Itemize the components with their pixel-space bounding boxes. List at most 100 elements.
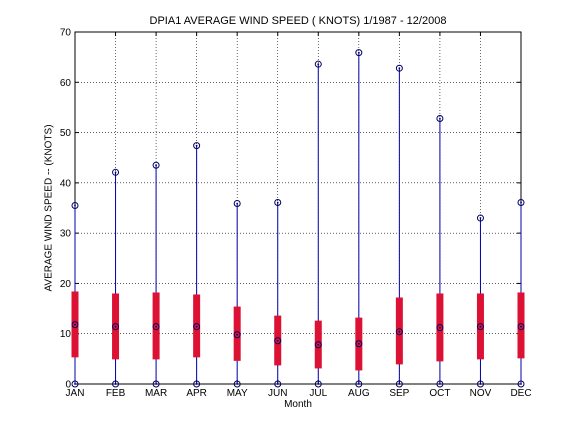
min-dot-apr bbox=[195, 383, 198, 385]
min-marker-apr bbox=[193, 380, 201, 388]
max-dot-jul bbox=[317, 63, 320, 66]
min-dot-sep bbox=[398, 383, 401, 385]
axes-frame bbox=[74, 31, 522, 385]
max-marker-jun bbox=[274, 198, 282, 206]
max-marker-dec bbox=[517, 198, 525, 206]
box-dec bbox=[517, 292, 525, 359]
median-marker-nov bbox=[476, 323, 484, 331]
min-marker-may bbox=[233, 380, 241, 388]
max-dot-dec bbox=[520, 201, 522, 204]
median-dot-oct bbox=[439, 326, 441, 329]
median-dot-aug bbox=[357, 342, 360, 345]
median-marker-jan bbox=[71, 321, 79, 329]
min-dot-may bbox=[236, 383, 239, 385]
median-marker-feb bbox=[112, 323, 120, 331]
x-tick-label: NOV bbox=[470, 388, 492, 399]
y-tick-label: 70 bbox=[60, 28, 72, 39]
median-marker-jun bbox=[274, 337, 282, 345]
median-dot-mar bbox=[155, 325, 157, 328]
max-marker-jan bbox=[71, 201, 79, 209]
median-dot-jun bbox=[276, 339, 279, 342]
median-dot-jul bbox=[317, 343, 320, 346]
x-tick-label: OCT bbox=[429, 388, 450, 399]
min-marker-oct bbox=[436, 380, 444, 388]
x-axis-label: Month bbox=[284, 399, 312, 410]
median-dot-jan bbox=[74, 323, 76, 326]
median-marker-oct bbox=[436, 324, 444, 332]
max-dot-oct bbox=[439, 117, 441, 120]
median-marker-dec bbox=[517, 323, 525, 331]
x-tick-label: MAR bbox=[145, 388, 167, 399]
max-dot-may bbox=[236, 202, 239, 205]
chart-title: DPIA1 AVERAGE WIND SPEED ( KNOTS) 1/1987… bbox=[149, 15, 447, 27]
median-dot-nov bbox=[479, 325, 482, 328]
median-marker-jul bbox=[314, 341, 322, 349]
x-tick-label: JUN bbox=[268, 388, 287, 399]
min-dot-jan bbox=[74, 383, 76, 385]
min-dot-jul bbox=[317, 383, 320, 385]
median-marker-mar bbox=[152, 323, 160, 331]
median-marker-aug bbox=[355, 340, 363, 348]
min-dot-feb bbox=[114, 383, 117, 385]
min-marker-mar bbox=[152, 380, 160, 388]
x-tick-label: JAN bbox=[66, 388, 85, 399]
min-dot-oct bbox=[439, 383, 441, 385]
y-tick-label: 20 bbox=[60, 279, 72, 290]
y-tick-label: 10 bbox=[60, 329, 72, 340]
x-tick-label: JUL bbox=[309, 388, 327, 399]
y-axis-label: AVERAGE WIND SPEED -- (KNOTS) bbox=[43, 124, 55, 292]
max-dot-sep bbox=[398, 67, 401, 70]
max-dot-jan bbox=[74, 204, 76, 207]
min-marker-jun bbox=[274, 380, 282, 388]
max-dot-mar bbox=[155, 164, 157, 167]
min-marker-aug bbox=[355, 380, 363, 388]
median-marker-may bbox=[233, 331, 241, 339]
min-marker-feb bbox=[112, 380, 120, 388]
max-marker-feb bbox=[112, 168, 120, 176]
max-dot-feb bbox=[114, 171, 117, 174]
x-tick-label: MAY bbox=[227, 388, 248, 399]
max-marker-may bbox=[233, 199, 241, 207]
max-marker-oct bbox=[436, 114, 444, 122]
y-tick-label: 60 bbox=[60, 78, 72, 89]
x-tick-label: SEP bbox=[389, 388, 409, 399]
min-dot-nov bbox=[479, 383, 482, 385]
min-marker-dec bbox=[517, 380, 525, 388]
y-tick-label: 30 bbox=[60, 229, 72, 240]
min-dot-aug bbox=[357, 383, 360, 385]
median-dot-sep bbox=[398, 330, 401, 333]
max-marker-apr bbox=[193, 142, 201, 150]
min-marker-jan bbox=[71, 380, 79, 388]
max-dot-apr bbox=[195, 144, 198, 147]
min-dot-dec bbox=[520, 383, 522, 385]
y-tick-label: 0 bbox=[65, 380, 71, 391]
median-dot-feb bbox=[114, 325, 117, 328]
min-marker-nov bbox=[476, 380, 484, 388]
y-tick-label: 50 bbox=[60, 128, 72, 139]
max-marker-nov bbox=[476, 214, 484, 222]
max-marker-aug bbox=[355, 49, 363, 57]
max-dot-aug bbox=[357, 51, 360, 54]
median-dot-apr bbox=[195, 325, 198, 328]
max-marker-sep bbox=[395, 64, 403, 72]
max-marker-mar bbox=[152, 161, 160, 169]
median-dot-dec bbox=[520, 325, 522, 328]
y-tick-label: 40 bbox=[60, 178, 72, 189]
max-dot-nov bbox=[479, 217, 482, 219]
box-may bbox=[233, 306, 241, 361]
min-marker-sep bbox=[395, 380, 403, 388]
x-tick-label: AUG bbox=[348, 388, 370, 399]
median-marker-apr bbox=[193, 323, 201, 331]
min-dot-mar bbox=[155, 383, 157, 385]
max-dot-jun bbox=[276, 201, 279, 204]
median-dot-may bbox=[236, 333, 239, 336]
median-marker-sep bbox=[395, 328, 403, 336]
x-tick-label: DEC bbox=[510, 388, 531, 399]
min-dot-jun bbox=[276, 383, 279, 385]
max-marker-jul bbox=[314, 60, 322, 68]
min-marker-jul bbox=[314, 380, 322, 388]
x-tick-label: APR bbox=[186, 388, 207, 399]
x-tick-label: FEB bbox=[106, 388, 126, 399]
